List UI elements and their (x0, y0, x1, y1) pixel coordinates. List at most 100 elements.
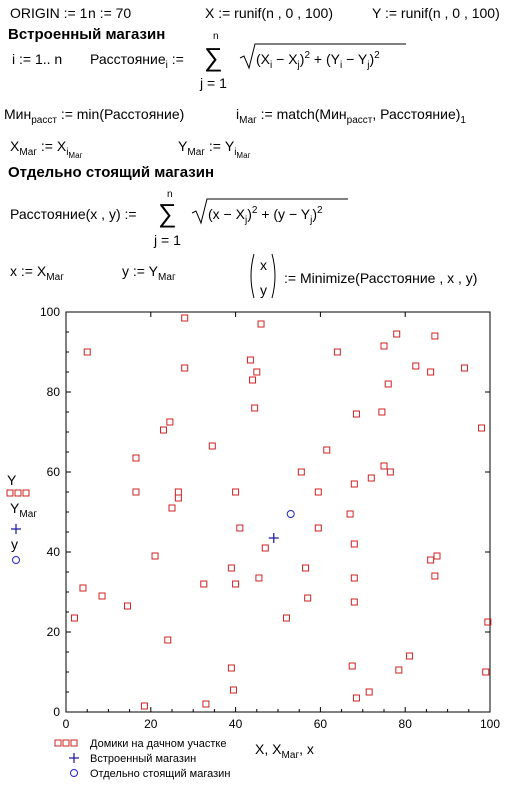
house-point (412, 362, 420, 370)
house-point (352, 410, 360, 418)
house-point (350, 598, 358, 606)
house-point (478, 424, 486, 432)
sum2-sign: ∑ (158, 198, 177, 228)
vec-x: x (260, 257, 267, 273)
plot-frame (65, 311, 491, 713)
y-tick-label: 20 (47, 625, 61, 639)
x-tick-label: 40 (229, 717, 243, 731)
y-tick-label: 60 (47, 465, 61, 479)
house-point (181, 314, 189, 322)
y-tick-label: 0 (53, 705, 60, 719)
func-formula: (x − Xj)2 + (y − Yj)2 (208, 205, 323, 226)
house-point (202, 700, 210, 708)
x-tick-label: 60 (314, 717, 328, 731)
house-point (346, 510, 354, 518)
house-point (79, 584, 87, 592)
house-point (253, 368, 261, 376)
sum2-bottom: j = 1 (154, 232, 181, 248)
house-point (255, 574, 263, 582)
house-point (405, 652, 413, 660)
min-def: Минрасст := min(Расстояние) (4, 106, 185, 126)
x-tick-label: 0 (63, 717, 70, 731)
sum-bottom: j = 1 (200, 75, 227, 91)
house-point (350, 480, 358, 488)
legend-label: Встроенный магазин (90, 753, 196, 765)
sqrt-sign-2 (191, 198, 348, 225)
legend: Домики на дачном участке Встроенный магаз… (6, 489, 230, 780)
house-point (166, 418, 174, 426)
house-point (132, 454, 140, 462)
x-init: x := XМаг (10, 263, 64, 283)
house-point (261, 544, 269, 552)
house-point (323, 446, 331, 454)
house-point (380, 342, 388, 350)
house-point (350, 540, 358, 548)
data-marks (70, 314, 492, 710)
house-point (333, 348, 341, 356)
y-tick-label: 80 (47, 385, 61, 399)
house-point (174, 488, 182, 496)
house-point (123, 602, 131, 610)
sqrt-sign-1 (239, 43, 406, 70)
house-point (427, 556, 435, 564)
legend-label: Отдельно стоящий магазин (90, 768, 230, 780)
house-point (297, 468, 305, 476)
origin-def: ORIGIN := 1 (10, 5, 88, 21)
house-point (433, 552, 441, 560)
house-point (427, 368, 435, 376)
range-i: i := 1.. n (12, 51, 63, 67)
imag-def: iМаг := match(Минрасст, Расстояние)1 (236, 106, 466, 126)
ylabel-y-small: y (11, 536, 18, 552)
house-point (70, 614, 78, 622)
house-point (461, 364, 469, 372)
house-point (174, 494, 182, 502)
house-point (229, 686, 237, 694)
house-point (302, 564, 310, 572)
house-point (314, 488, 322, 496)
house-point (132, 488, 140, 496)
builtin-store-point (268, 533, 279, 543)
house-point (160, 426, 168, 434)
house-point (227, 564, 235, 572)
ylabel-builtin-marker (11, 524, 21, 534)
sum-top: n (213, 31, 219, 42)
y-def: Y := runif(n , 0 , 100) (372, 5, 500, 21)
house-point (431, 572, 439, 580)
house-point (367, 474, 375, 482)
house-point (304, 594, 312, 602)
house-point (251, 404, 259, 412)
y-tick-label: 40 (47, 545, 61, 559)
ylabel-standalone-marker (12, 556, 20, 564)
legend-label: Домики на дачном участке (90, 738, 226, 750)
house-point (384, 380, 392, 388)
house-point (352, 694, 360, 702)
house-point (98, 592, 106, 600)
func-lhs: Расстояние(x , y) := (10, 206, 137, 222)
ylabel-house-marker (6, 489, 14, 497)
vector-brackets (250, 253, 276, 299)
house-point (386, 468, 394, 476)
x-tick-label: 100 (480, 717, 500, 731)
house-point (232, 488, 240, 496)
scatter-plot: 0 20 40 60 80 100 0 20 40 60 80 100 Домики на дачно… (6, 305, 500, 780)
y-init: y := YМаг (122, 263, 176, 283)
legend-house-marker (54, 739, 62, 747)
vec-y: y (260, 282, 267, 298)
n-def: n := 70 (88, 5, 132, 21)
house-point (378, 408, 386, 416)
house-point (83, 348, 91, 356)
ylabel-ymag: YМаг (10, 500, 37, 520)
house-point (314, 524, 322, 532)
axis-ticks: 0 20 40 60 80 100 0 20 40 60 80 100 (40, 305, 500, 731)
house-point (232, 580, 240, 588)
standalone-store-point (286, 510, 295, 518)
ymag-def: YМаг := YiМаг (178, 138, 251, 160)
dist-formula-i: (Xi − Xj)2 + (Yi − Yj)2 (256, 50, 380, 71)
house-point (246, 356, 254, 364)
x-tick-label: 80 (399, 717, 413, 731)
house-point (365, 688, 373, 696)
house-point (181, 364, 189, 372)
house-point (482, 668, 490, 676)
legend-house-marker (62, 739, 70, 747)
house-point (151, 552, 159, 560)
